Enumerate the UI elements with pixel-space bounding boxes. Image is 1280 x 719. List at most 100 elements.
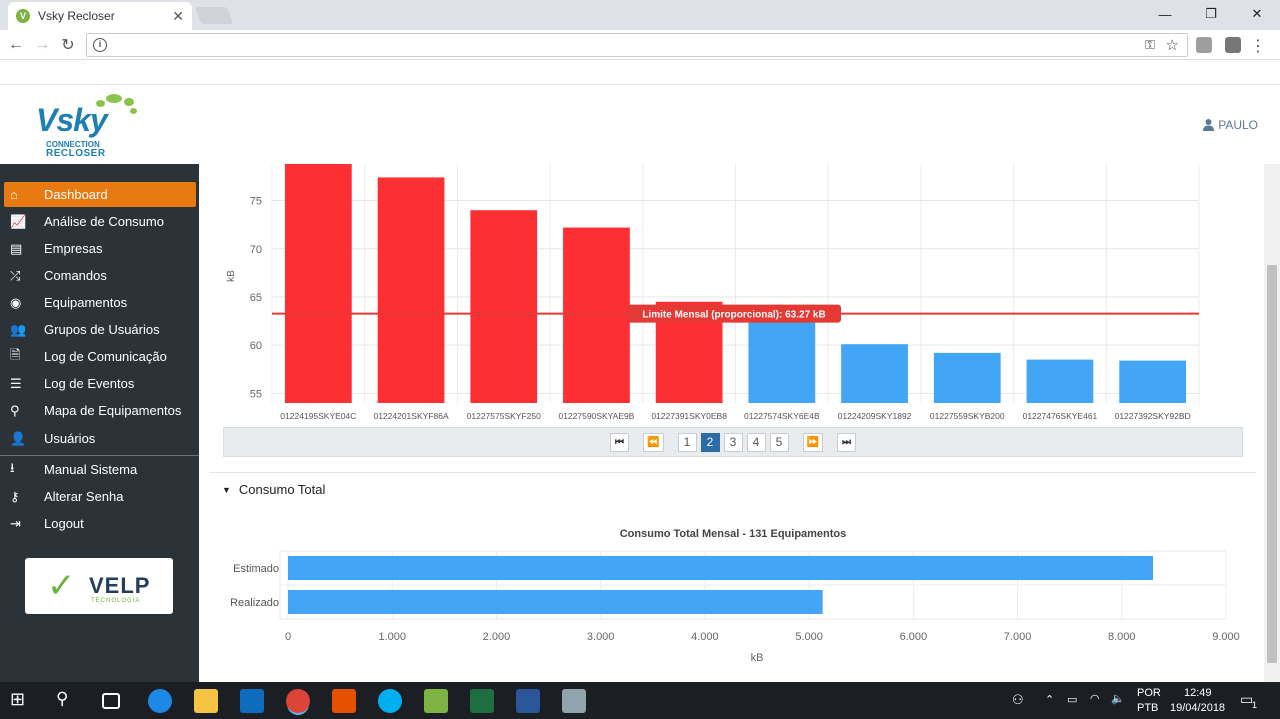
reload-icon[interactable]: ↻ bbox=[61, 37, 75, 54]
people-icon[interactable]: ⚇ bbox=[1012, 692, 1024, 707]
vsky-logo[interactable]: Vsky CONNECTION RECLOSER bbox=[36, 92, 146, 162]
volume-icon[interactable]: 🔈 bbox=[1111, 693, 1125, 705]
first-page-icon[interactable]: ⏮ bbox=[610, 432, 630, 452]
sidebar-item-mapa-equipamentos[interactable]: ⚲ Mapa de Equipamentos bbox=[4, 398, 196, 423]
sidebar-item-logout[interactable]: ⇥ Logout bbox=[4, 511, 196, 536]
battery-icon[interactable]: ▭ bbox=[1067, 694, 1078, 706]
sidebar-item-label: Dashboard bbox=[44, 187, 108, 202]
back-icon[interactable]: ← bbox=[8, 36, 24, 53]
more-menu-icon[interactable]: ⋮ bbox=[1250, 38, 1266, 55]
limit-label: Limite Mensal (proporcional): 63.27 kB bbox=[642, 310, 825, 321]
users-icon: 👥 bbox=[10, 321, 27, 337]
bar bbox=[284, 164, 352, 403]
sidebar-item-grupos-usuarios[interactable]: 👥 Grupos de Usuários bbox=[4, 317, 196, 342]
windows-start-icon[interactable]: ⊞ bbox=[10, 689, 26, 709]
extension-icon[interactable] bbox=[1196, 37, 1212, 53]
sidebar-item-comandos[interactable]: ⤮ Comandos bbox=[4, 263, 196, 288]
extension-icon[interactable] bbox=[1225, 37, 1241, 53]
close-tab-icon[interactable]: ✕ bbox=[172, 7, 184, 24]
sidebar-item-equipamentos[interactable]: ◉ Equipamentos bbox=[4, 290, 196, 315]
home-icon: ⌂ bbox=[10, 187, 18, 202]
outlook-icon[interactable] bbox=[240, 689, 264, 713]
new-tab-button[interactable] bbox=[194, 7, 234, 24]
page-button-active[interactable]: 2 bbox=[700, 432, 720, 452]
excel-icon[interactable] bbox=[470, 689, 494, 713]
restore-icon[interactable]: ❐ bbox=[1205, 6, 1217, 21]
edge-icon[interactable] bbox=[148, 689, 172, 713]
logo-dots bbox=[92, 94, 137, 124]
sidebar-item-label: Log de Eventos bbox=[44, 376, 135, 391]
search-icon[interactable]: ⚲ bbox=[56, 689, 69, 708]
partner-logo[interactable]: ✓ VELP TECNOLOGIA bbox=[25, 558, 173, 614]
page-button[interactable]: 3 bbox=[723, 432, 743, 452]
clock-date[interactable]: 19/04/2018 bbox=[1170, 702, 1226, 714]
notification-count: 1 bbox=[1252, 700, 1258, 710]
sidebar-item-dashboard[interactable]: ⌂ Dashboard bbox=[4, 182, 196, 207]
minimize-icon[interactable]: — bbox=[1158, 6, 1172, 22]
browser-tab[interactable]: V Vsky Recloser ✕ bbox=[8, 2, 192, 30]
favicon-icon: V bbox=[16, 9, 30, 23]
sidebar-item-log-comunicacao[interactable]: 🗎 Log de Comunicação bbox=[4, 344, 196, 369]
user-icon: 👤 bbox=[10, 430, 27, 446]
user-menu[interactable]: PAULO bbox=[1203, 118, 1258, 132]
user-icon bbox=[1203, 119, 1215, 131]
paint-icon[interactable] bbox=[562, 689, 586, 713]
sidebar-item-usuarios[interactable]: 👤 Usuários bbox=[4, 426, 196, 451]
lang-bottom[interactable]: PTB bbox=[1137, 702, 1159, 714]
sidebar-item-label: Comandos bbox=[44, 268, 107, 283]
app-icon[interactable] bbox=[332, 689, 356, 713]
sidebar-item-empresas[interactable]: ▤ Empresas bbox=[4, 236, 196, 261]
notepad-icon[interactable] bbox=[424, 689, 448, 713]
y-axis-label: kB bbox=[226, 270, 237, 282]
page-button[interactable]: 1 bbox=[677, 432, 697, 452]
wifi-icon[interactable]: ◠ bbox=[1090, 693, 1100, 705]
close-window-icon[interactable]: ✕ bbox=[1251, 6, 1263, 21]
info-icon[interactable]: i bbox=[93, 38, 107, 52]
word-icon[interactable] bbox=[516, 689, 540, 713]
partner-logo-text: VELP bbox=[89, 573, 151, 598]
url-input[interactable]: i ⚿ ☆ bbox=[86, 33, 1188, 57]
device-consumption-chart: 55 60 65 70 75 kB 01224195SKYE04C 01224201SKYF8… bbox=[226, 164, 1200, 421]
sidebar-item-alterar-senha[interactable]: ⚷ Alterar Senha bbox=[4, 484, 196, 509]
star-icon[interactable]: ☆ bbox=[1165, 37, 1179, 54]
bar bbox=[470, 210, 538, 403]
prev-page-icon[interactable]: ⏪ bbox=[643, 432, 664, 452]
page-button[interactable]: 5 bbox=[769, 432, 789, 452]
logo-main: Vsky bbox=[36, 102, 108, 138]
forward-icon[interactable]: → bbox=[34, 36, 50, 53]
clock-time[interactable]: 12:49 bbox=[1184, 687, 1212, 699]
sidebar-item-log-eventos[interactable]: ☰ Log de Eventos bbox=[4, 371, 196, 396]
last-page-icon[interactable]: ⏭ bbox=[836, 432, 856, 452]
tab-title: Vsky Recloser bbox=[38, 9, 115, 23]
x-tick-label: 1.000 bbox=[378, 631, 406, 643]
bar bbox=[563, 227, 630, 403]
key-icon[interactable]: ⚿ bbox=[1145, 37, 1155, 52]
sidebar-item-label: Empresas bbox=[44, 241, 103, 256]
x-tick-label: 01224195SKYE04C bbox=[280, 411, 356, 421]
sidebar: ⌂ Dashboard 📈 Análise de Consumo ▤ Empresas… bbox=[0, 164, 199, 682]
sidebar-item-manual-sistema[interactable]: ⭳ Manual Sistema bbox=[4, 457, 196, 482]
x-tick-label: 6.000 bbox=[900, 631, 928, 643]
app-header: Vsky CONNECTION RECLOSER PAULO bbox=[0, 86, 1280, 164]
total-consumption-chart: Consumo Total Mensal - 131 Equipamentos 0… bbox=[230, 528, 1240, 664]
x-tick-label: 7.000 bbox=[1004, 631, 1032, 643]
chevron-up-icon[interactable]: ⌃ bbox=[1045, 694, 1055, 706]
sidebar-item-label: Logout bbox=[44, 516, 84, 531]
page-button[interactable]: 4 bbox=[746, 432, 766, 452]
section-header[interactable]: ▼ Consumo Total bbox=[222, 482, 325, 497]
skype-icon[interactable] bbox=[378, 689, 402, 713]
notification-icon[interactable]: ▭ bbox=[1240, 691, 1254, 707]
logo-sub1: CONNECTION bbox=[46, 140, 100, 149]
x-tick-label: 0 bbox=[285, 631, 291, 643]
chrome-icon[interactable] bbox=[286, 689, 310, 713]
sidebar-item-analise-consumo[interactable]: 📈 Análise de Consumo bbox=[4, 209, 196, 234]
scrollbar-thumb[interactable] bbox=[1267, 265, 1277, 663]
task-view-icon[interactable] bbox=[102, 693, 120, 709]
sidebar-divider bbox=[0, 455, 199, 456]
lang-top[interactable]: POR bbox=[1137, 687, 1161, 699]
section-divider bbox=[210, 472, 1256, 473]
file-explorer-icon[interactable] bbox=[194, 689, 218, 713]
partner-logo-sub: TECNOLOGIA bbox=[91, 598, 141, 604]
next-page-icon[interactable]: ⏩ bbox=[802, 432, 823, 452]
x-tick-label: 8.000 bbox=[1108, 631, 1136, 643]
